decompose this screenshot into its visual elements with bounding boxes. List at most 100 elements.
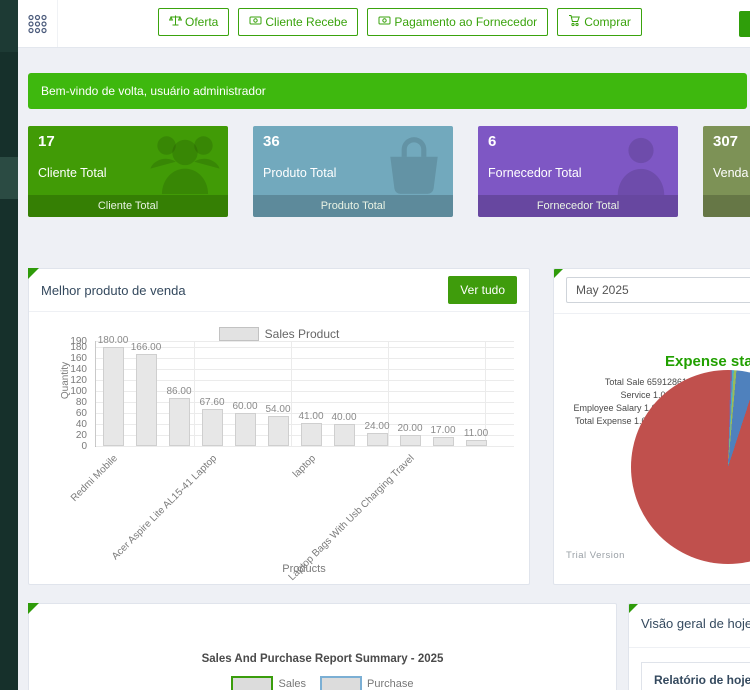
y-tick-label: 0 [81,441,87,452]
pie-slice-label: Total Expense 1.00 $ [574,416,659,426]
y-tick-label: 120 [70,374,87,386]
stat-card-suppliers[interactable]: 6 Fornecedor Total Fornecedor Total [478,126,678,217]
customer-receive-button-label: Cliente Recebe [265,15,348,29]
supplier-payment-button[interactable]: Pagamento ao Fornecedor [367,8,549,36]
y-tick-label: 160 [70,352,87,364]
panel-corner-fold [28,268,39,279]
today-overview-panel: Visão geral de hoje Relatório de hoje [628,603,750,690]
stat-label: Venda total [713,166,750,180]
x-category-label: Acer Aspire Lite AL15-41 Laptop [109,453,219,563]
customer-receive-button[interactable]: Cliente Recebe [238,8,359,36]
welcome-banner-text: Bem-vindo de volta, usuário administrado… [41,84,266,98]
sidebar-nav [0,0,18,690]
sales-purchase-panel: Sales And Purchase Report Summary - 2025… [28,603,617,690]
topbar-quick-actions: Oferta Cliente Recebe Pagamento ao Forne… [158,8,642,36]
bar-value-label: 180.00 [97,334,129,346]
bar [135,354,157,446]
stat-footer: Fornecedor Total [478,195,678,217]
money-icon [249,14,262,30]
money-icon [378,14,391,30]
bar-value-label: 60.00 [232,400,258,412]
gridline [96,390,514,392]
sales-legend-swatch [231,676,274,690]
stat-value: 6 [488,133,497,150]
trial-watermark: Trial Version [566,550,625,561]
panel-divider [629,647,750,648]
view-all-button[interactable]: Ver tudo [448,276,517,304]
scales-icon [168,14,183,30]
panel-divider [29,311,529,312]
clipped-green-button[interactable] [739,11,750,37]
stat-label: Produto Total [263,166,337,180]
gridline [291,341,292,446]
purchase-button-label: Comprar [584,15,631,29]
y-tick-label: 180 [70,341,87,353]
bar-xcategories: Redmi Mobile Acer Aspire Lite AL15-41 Lap… [69,449,513,583]
gridline [96,412,514,414]
bar [465,439,487,446]
offer-button[interactable]: Oferta [158,8,230,36]
bar [432,436,454,446]
gridline [96,341,514,342]
stat-value: 36 [263,133,280,150]
gridline [96,379,514,381]
bar-value-label: 24.00 [364,420,390,432]
stat-footer: Produto Total [253,195,453,217]
best-product-panel: Melhor produto de venda Ver tudo Sales P… [28,268,530,585]
stat-card-sales[interactable]: 307 Venda total Venda total [703,126,750,217]
panel-corner-fold [28,603,39,614]
menu-grid-icon[interactable] [28,14,47,39]
stat-card-clients[interactable]: 17 Cliente Total Cliente Total [28,126,228,217]
bar-value-label: 41.00 [298,411,324,423]
x-category-label: laptop [290,453,318,481]
x-category-label: Redmi Mobile [68,453,120,505]
welcome-banner: Bem-vindo de volta, usuário administrado… [28,73,747,109]
stat-label: Cliente Total [38,166,107,180]
bar-value-label: 67.60 [199,396,225,408]
panel-divider [554,313,750,314]
bar [168,398,190,446]
y-tick-label: 40 [75,418,87,430]
sales-purchase-legend: Sales Purchase [29,676,616,690]
bar [333,423,355,446]
bar-xlabel: Products [282,563,326,575]
month-select[interactable]: May 2025 [566,277,750,303]
purchase-button[interactable]: Comprar [557,8,642,36]
stat-label: Fornecedor Total [488,166,582,180]
offer-button-label: Oferta [185,15,219,29]
pie-slice-label: Employee Salary 1.00 $ [573,403,669,413]
bar-value-label: 11.00 [463,427,489,439]
stat-card-products[interactable]: 36 Produto Total Produto Total [253,126,453,217]
legend-item-purchase: Purchase [320,676,414,690]
bar-ylabel: Quantity [60,361,72,400]
bar [234,412,256,446]
purchase-legend-label: Purchase [367,678,414,690]
sidebar-active-item[interactable] [0,157,18,199]
users-group-icon [148,134,222,199]
purchase-legend-swatch [320,676,363,690]
bar-value-label: 54.00 [265,404,291,416]
y-tick-label: 80 [75,396,87,408]
bar [399,434,421,446]
bar-chart-legend: Sales Product [29,327,529,341]
topbar: Oferta Cliente Recebe Pagamento ao Forne… [18,0,750,48]
y-tick-label: 60 [75,407,87,419]
bar [366,432,388,446]
panel-corner-fold [629,604,639,614]
today-report-header-cell: Relatório de hoje [641,662,750,690]
person-icon [610,134,672,201]
y-tick-label: 20 [75,429,87,441]
gridline [96,401,514,403]
gridline [96,357,514,359]
bar-value-label: 20.00 [397,422,423,434]
month-select-value: May 2025 [576,283,629,297]
today-overview-title: Visão geral de hoje [641,616,750,631]
legend-swatch [218,327,259,341]
y-tick-label: 100 [70,385,87,397]
shopping-bag-icon [381,134,447,201]
stat-value: 17 [38,133,55,150]
sidebar-logo-area [0,0,18,52]
bar-value-label: 40.00 [331,411,357,423]
bar-yticks: 0 20 40 60 80 100 120 140 160 180 190 [29,336,91,452]
